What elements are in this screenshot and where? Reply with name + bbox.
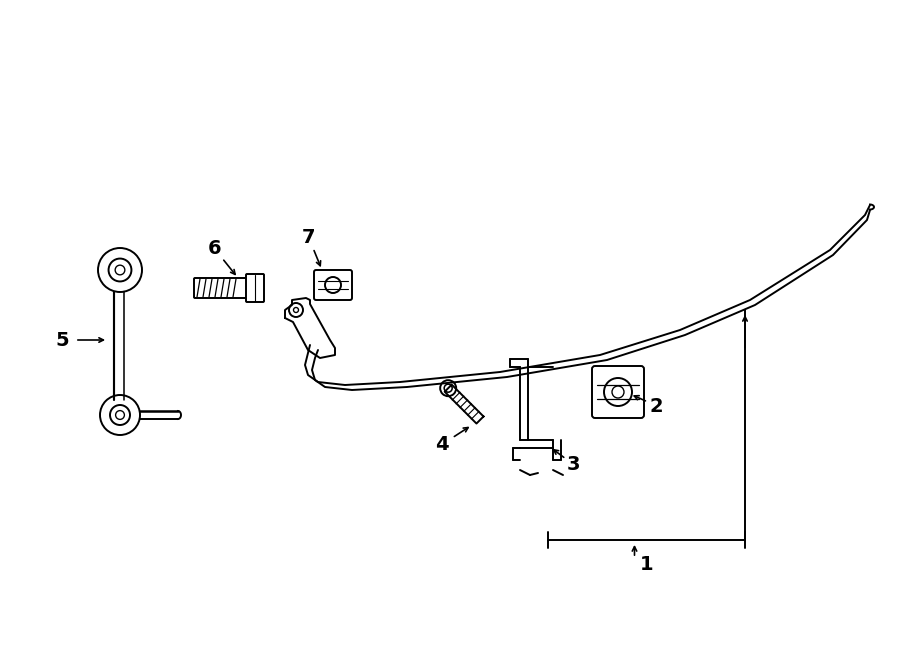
FancyBboxPatch shape [592,366,644,418]
FancyBboxPatch shape [246,274,264,302]
Text: 3: 3 [566,455,580,475]
Text: 2: 2 [649,397,662,416]
Text: 6: 6 [208,238,221,258]
Polygon shape [445,385,483,424]
FancyBboxPatch shape [194,278,248,298]
Text: 5: 5 [55,330,68,350]
Circle shape [440,380,456,396]
FancyBboxPatch shape [314,270,352,300]
Text: 4: 4 [436,436,449,455]
Text: 7: 7 [302,228,315,246]
Circle shape [445,384,452,392]
Text: 1: 1 [640,555,653,575]
